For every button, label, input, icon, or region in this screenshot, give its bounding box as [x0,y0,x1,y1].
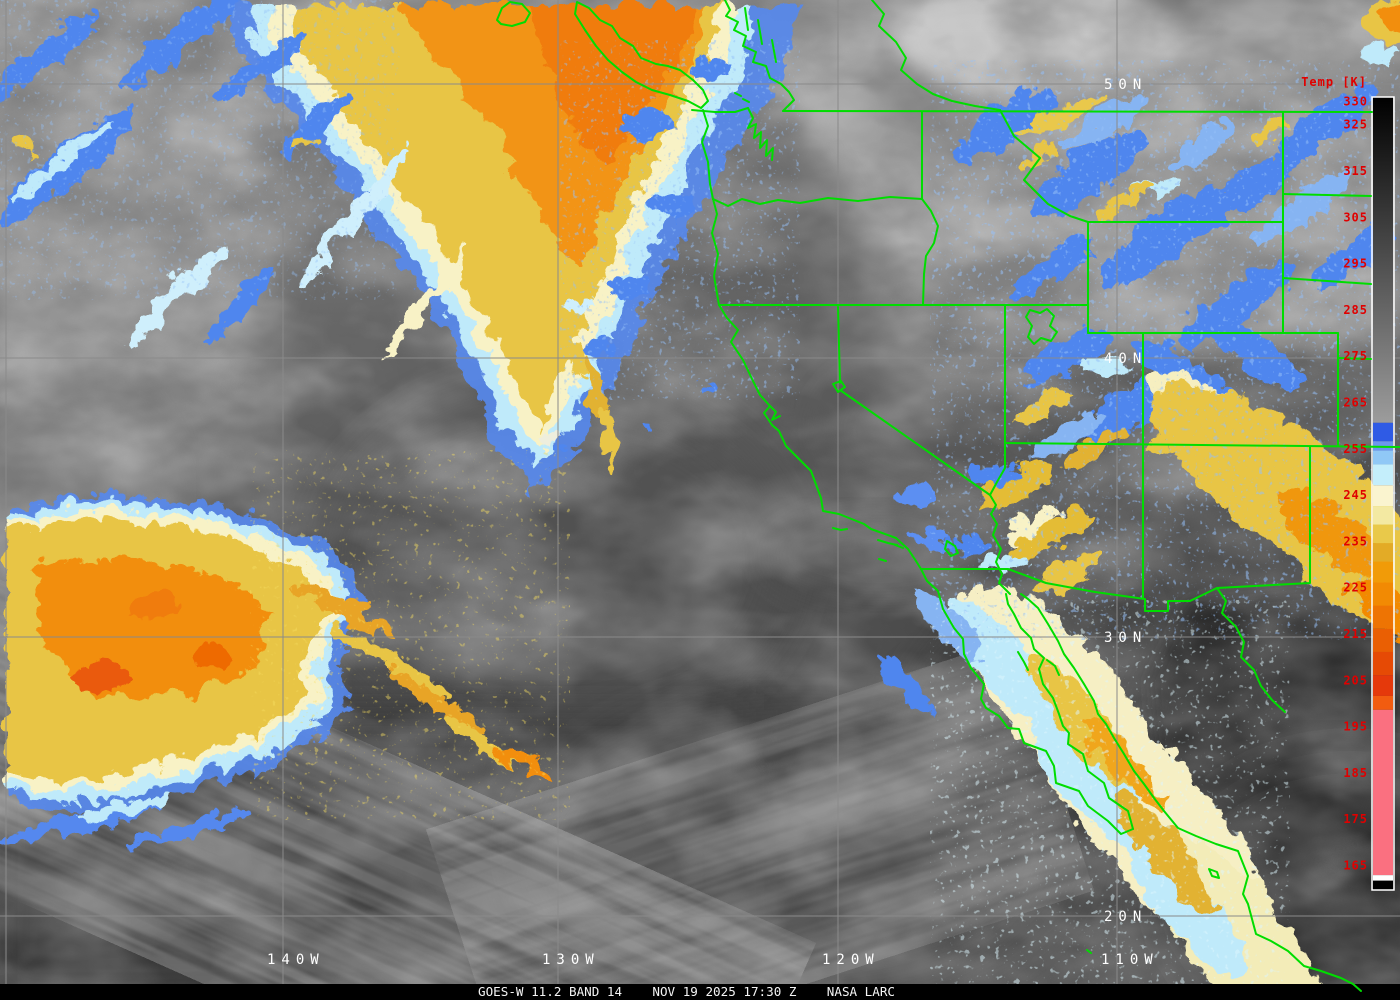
great-salt-lake [1025,308,1058,345]
map-borders-layer [496,0,1400,992]
temp-tick-label: 275 [1343,349,1368,363]
temp-tick-label: 225 [1343,581,1368,595]
border-ks-ne-40n [1337,357,1372,360]
temp-tick-label: 195 [1343,720,1368,734]
border-or-id-snake [921,198,939,306]
border-id-mt [999,109,1089,223]
temp-tick-label: 235 [1343,534,1368,548]
colorbar-segment [1373,97,1393,423]
colorbar-title: Temp [K] [1301,75,1367,89]
colorbar-segment [1373,524,1393,544]
coastline-california [718,304,922,570]
border-nv-az-colorado-river [989,442,1011,595]
caption-bar [0,984,1400,1000]
border-bc-alberta [871,0,1001,111]
colorbar-segment [1373,628,1393,652]
temp-tick-label: 315 [1343,164,1368,178]
border-us-canada-49n [782,110,1373,113]
colorbar-segment [1373,709,1393,876]
border-37n [1004,442,1400,448]
colorbar-segment [1373,506,1393,525]
coastline-oregon [711,198,720,306]
colorbar-segment [1373,543,1393,562]
temp-tick-label: 175 [1343,812,1368,826]
longitude-label: 140W [267,952,325,968]
colorbar-segment [1373,450,1393,465]
caption: GOES-W 11.2 BAND 14 NOV 19 2025 17:30 Z … [478,984,895,999]
temp-tick-label: 305 [1343,210,1368,224]
temp-tick-label: 245 [1343,488,1368,502]
border-nd-sd [1282,193,1372,197]
longitude-label: 110W [1101,952,1159,968]
border-sd-ne [1282,277,1372,285]
colorbar-border [1371,96,1395,891]
temp-tick-label: 330 [1343,95,1368,109]
puget-sound [747,107,774,161]
colorbar [1371,96,1395,891]
colorbar-segment [1373,464,1393,486]
temp-tick-label: 215 [1343,627,1368,641]
temp-tick-label: 255 [1343,442,1368,456]
colorbar-segment [1373,561,1393,583]
colorbar-segment [1373,880,1393,890]
latitude-label: 50N [1104,77,1147,93]
coastline-baja-east [1005,593,1134,830]
temp-tick-label: 325 [1343,118,1368,132]
temp-tick-label: 205 [1343,673,1368,687]
border-nm-tx [1216,446,1311,589]
colorbar-segment [1373,651,1393,676]
temp-tick-label: 185 [1343,766,1368,780]
coastline-mexico-mainland [1020,593,1362,992]
coastline-washington [701,109,714,200]
colorbar-segment [1373,582,1393,606]
colorbar-segment [1373,422,1393,442]
border-us-mexico-west [920,568,1218,612]
gulf-islands [1017,651,1220,954]
latitude-label: 30N [1104,630,1147,646]
border-wa-or-columbia [712,196,923,207]
longitude-label: 130W [542,952,600,968]
temp-tick-label: 295 [1343,257,1368,271]
latitude-label: 40N [1104,351,1147,367]
coastline-haida-gwaii [496,1,531,27]
salton-sea [944,540,959,557]
sf-bay [769,405,781,421]
temp-tick-label: 285 [1343,303,1368,317]
colorbar-segment [1373,875,1393,881]
temp-tick-label: 265 [1343,395,1368,409]
channel-islands [832,527,904,562]
colorbar-segment [1373,485,1393,507]
latitude-label: 20N [1104,909,1147,925]
bc-fjords [744,7,777,63]
colorbar-segment [1373,605,1393,629]
san-juan-islands [734,92,750,103]
rio-grande [1216,587,1286,713]
longitude-label: 120W [822,952,880,968]
coastline-baja-west [920,568,1134,835]
labels-layer: 50N 40N 30N 20N 140W 130W 120W 110W 330 325 315 305… [267,75,1368,968]
border-ca-nv [837,306,991,496]
lake-tahoe [832,380,846,393]
coastline-vancouver-island [574,1,709,109]
colorbar-segment [1373,695,1393,710]
coastline-bc-mainland [724,0,795,112]
colorbar-segment [1373,675,1393,696]
temp-tick-label: 165 [1343,858,1368,872]
